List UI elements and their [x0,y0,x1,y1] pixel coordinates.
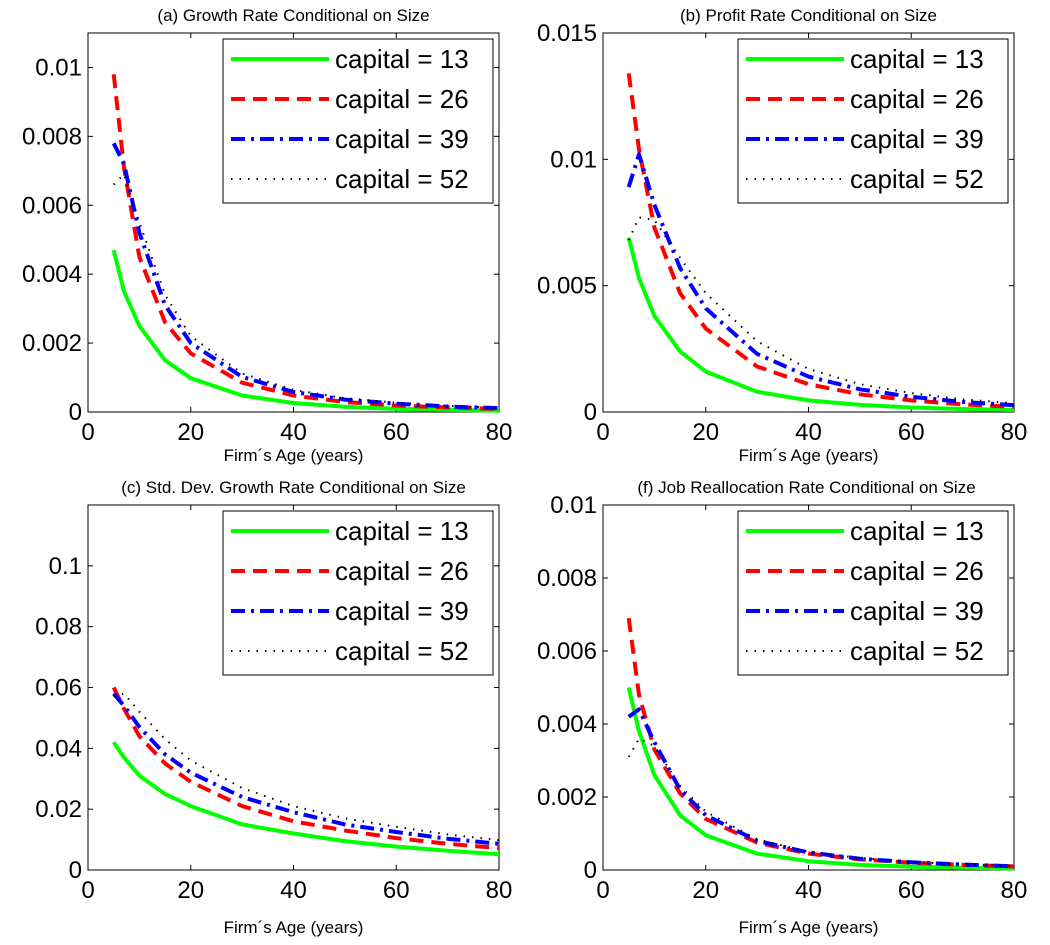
panel-c-ytick-label: 0.08 [35,614,82,641]
panel-f-xtick-label: 20 [692,877,719,904]
panel-c-title: (c) Std. Dev. Growth Rate Conditional on… [121,478,466,497]
panel-c-ytick-label: 0.04 [35,735,82,762]
panel-c-legend [222,510,494,676]
panel-a-xtick-label: 20 [177,419,204,446]
panel-f-series-line-3 [627,707,1015,869]
panel-b-xtick-label: 80 [1001,419,1028,446]
panel-a-ytick-label: 0 [69,399,82,426]
panel-b-ytick-label: 0.01 [550,146,597,173]
panel-a-ytick-label: 0.004 [22,261,82,288]
panel-b-ytick-label: 0 [584,399,597,426]
panel-f-title: (f) Job Reallocation Rate Conditional on… [637,478,976,497]
panel-c-series-line-1 [112,741,500,857]
panel-a-xtick-label: 40 [280,419,307,446]
panel-a-ytick-label: 0.008 [22,123,82,150]
panel-c-ytick-label: 0.06 [35,675,82,702]
panel-f-ytick-label: 0.01 [550,492,597,519]
panel-c-xtick-label: 20 [177,877,204,904]
panel-a-ytick-label: 0.006 [22,192,82,219]
panel-a-legend-label-3: capital = 39 [335,124,469,154]
panel-a-legend-label-1: capital = 13 [335,44,469,74]
panel-c-xtick-label: 80 [486,877,513,904]
panel-a-series-line-2 [111,74,500,411]
panel-f-xtick-label: 40 [795,877,822,904]
panel-c-ytick-label: 0.1 [49,553,82,580]
panel-b-xlabel: Firm´s Age (years) [738,446,879,465]
panel-b-legend-label-3: capital = 39 [850,124,984,154]
panel-a-legend-label-4: capital = 52 [335,164,469,194]
panel-a-ytick-label: 0.002 [22,330,82,357]
panel-f-xlabel: Firm´s Age (years) [738,918,879,937]
panel-b-series-line-2 [626,73,1015,409]
panel-c-series-line-4 [113,692,500,842]
panel-c-ytick-label: 0.02 [35,796,82,823]
panel-b-xtick-label: 0 [596,419,609,446]
panel-c-xtick-label: 40 [280,877,307,904]
panel-c-series-line-3 [112,692,500,846]
panel-a-xtick-label: 0 [81,419,94,446]
panel-a-title: (a) Growth Rate Conditional on Size [157,6,430,25]
panel-c-ytick-label: 0 [69,857,82,884]
panel-a-series-line-3 [111,142,500,411]
panel-f-xtick-label: 60 [898,877,925,904]
panel-c-legend-label-4: capital = 52 [335,636,469,666]
panel-f-series-line-1 [626,687,1015,871]
panel-f-legend-label-3: capital = 39 [850,596,984,626]
panel-c-legend-label-3: capital = 39 [335,596,469,626]
panel-b-series-line-1 [626,237,1015,412]
panel-f-legend-label-4: capital = 52 [850,636,984,666]
panel-f-xtick-label: 80 [1001,877,1028,904]
panel-b-xtick-label: 60 [898,419,925,446]
panel-a-ytick-label: 0.01 [35,54,82,81]
panel-b-legend [737,38,1009,204]
panel-f-ytick-label: 0.002 [537,784,597,811]
panel-b-ytick-label: 0.005 [537,273,597,300]
panel-c-legend-label-2: capital = 26 [335,556,469,586]
panel-c-xtick-label: 60 [383,877,410,904]
panel-b-ytick-label: 0.015 [537,20,597,47]
panel-f-xtick-label: 0 [596,877,609,904]
panel-f-ytick-label: 0 [584,857,597,884]
panel-c-legend-label-1: capital = 13 [335,516,469,546]
panel-b-legend-label-2: capital = 26 [850,84,984,114]
panel-b-xtick-label: 40 [795,419,822,446]
panel-f-legend-label-2: capital = 26 [850,556,984,586]
panel-c-series-line-2 [111,686,500,851]
panel-f-ytick-label: 0.004 [537,711,597,738]
panel-a-xtick-label: 80 [486,419,513,446]
panel-b-series-line-3 [626,152,1015,408]
panel-f-ytick-label: 0.006 [537,638,597,665]
panel-b-legend-label-4: capital = 52 [850,164,984,194]
panel-a-legend [222,38,494,204]
panel-a-series-line-1 [111,249,500,413]
panel-f-legend [737,510,1009,676]
panel-a-legend-label-2: capital = 26 [335,84,469,114]
panel-b-legend-label-1: capital = 13 [850,44,984,74]
panel-b-title: (b) Profit Rate Conditional on Size [679,6,938,25]
panel-c-xlabel: Firm´s Age (years) [223,918,364,937]
panel-a-xlabel: Firm´s Age (years) [223,446,364,465]
panel-c-xtick-label: 0 [81,877,94,904]
panel-f-legend-label-1: capital = 13 [850,516,984,546]
panel-f-ytick-label: 0.008 [537,565,597,592]
panel-b-series-line-4 [627,216,1015,405]
panel-b-xtick-label: 20 [692,419,719,446]
panel-a-xtick-label: 60 [383,419,410,446]
